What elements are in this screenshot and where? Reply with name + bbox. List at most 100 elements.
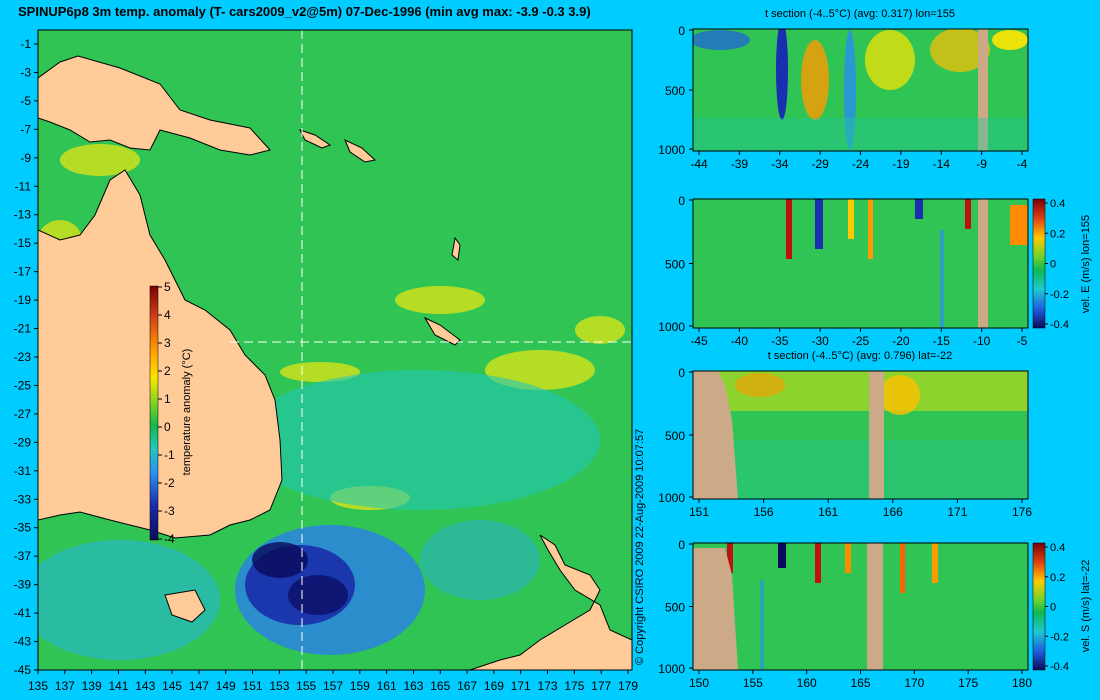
lat-tick-label: -19 [14,293,32,307]
p4-cbar-tick-label: 0 [1050,602,1056,614]
p1-xtick-label: -9 [976,157,987,171]
lat-tick-label: -21 [14,322,32,336]
panel2-side-label: vel. E (m/s) lon=155 [1080,215,1092,313]
p4-xtick-label: 165 [850,676,870,690]
p4-cbar-tick-label: 0.2 [1050,572,1065,584]
lat-tick-label: -3 [20,65,31,79]
p4-xtick-label: 155 [743,676,763,690]
p3-xtick-label: 176 [1012,505,1032,519]
p2-cbar-tick-label: 0.2 [1050,228,1065,240]
p1-xtick-label: -29 [811,157,829,171]
p1-ytick-label: 1000 [658,143,685,157]
lat-tick-label: -29 [14,435,32,449]
p2-xtick-label: -15 [933,334,951,348]
p3-xtick-label: 161 [818,505,838,519]
lon-tick-label: 137 [55,679,75,693]
lon-tick-label: 135 [28,679,48,693]
p2-cbar-tick-label: 0 [1050,259,1056,271]
p2-ytick-label: 500 [665,258,685,272]
new-guinea [38,55,271,156]
p1-ytick-label: 0 [678,24,685,38]
panel4-bathymetry [693,548,738,670]
lat-tick-label: -1 [20,37,31,51]
p1-xtick-label: -44 [690,157,708,171]
new-zealand [469,534,632,670]
lat-tick-label: -17 [14,265,32,279]
lon-tick-label: 165 [430,679,450,693]
lat-tick-label: -39 [14,578,32,592]
panel2-cbticks: 0.4 0.2 0 -0.2 -0.4 [1045,198,1069,331]
vanuatu [451,236,461,261]
lat-tick-label: -31 [14,464,32,478]
colorbar-tick-label: 2 [164,364,171,378]
panel2-plot [693,199,1028,328]
p1-xtick-label: -34 [771,157,789,171]
panel1-title: t section (-4..5°C) (avg: 0.317) lon=155 [765,8,955,20]
map-plot [38,30,632,670]
lon-tick-label: 179 [618,679,638,693]
lat-tick-label: -37 [14,549,32,563]
panel4-colorbar [1032,542,1046,671]
lat-tick-label: -27 [14,407,32,421]
cool-anomaly-patches [38,370,600,660]
panel4-xticks: 150 155 160 165 170 175 180 [689,670,1032,690]
colorbar-tick-label: -4 [164,532,175,546]
solomon-islands [299,129,377,163]
p3-ytick-label: 1000 [658,491,685,505]
colorbar-tick-label: -2 [164,476,175,490]
map-frame [37,29,633,671]
panel2-colorbar [1032,198,1046,329]
p1-ytick-label: 500 [665,84,685,98]
lat-tick-label: -11 [15,179,32,193]
map-lat-ticks: -1 -3 -5 -7 -9 -11 -13 -15 -17 -19 -21 -23 -25 -27 -29… [14,37,38,677]
tasmania [164,589,206,623]
p3-xtick-label: 151 [689,505,709,519]
p3-xtick-label: 171 [947,505,967,519]
colorbar-tick-label: 4 [164,308,171,322]
p4-cbar-tick-label: 0.4 [1050,542,1065,554]
lon-tick-label: 161 [377,679,397,693]
lat-tick-label: -9 [20,151,31,165]
p4-xtick-label: 170 [904,676,924,690]
panel3-plot [693,371,1028,499]
temperature-colorbar [149,285,159,541]
p4-xtick-label: 175 [958,676,978,690]
p4-ytick-label: 1000 [658,662,685,676]
lon-tick-label: 157 [323,679,343,693]
colorbar-tick-label: 5 [164,280,171,294]
lon-tick-label: 145 [162,679,182,693]
p3-ytick-label: 500 [665,429,685,443]
lon-tick-label: 149 [216,679,236,693]
panel4-plot [693,543,1028,670]
p1-xtick-label: -39 [731,157,749,171]
panel3-yticks: 0 500 1000 [658,366,693,505]
lon-tick-label: 175 [564,679,584,693]
p2-xtick-label: -35 [771,334,789,348]
p1-xtick-label: -4 [1017,157,1028,171]
lon-tick-label: 151 [243,679,263,693]
panel2-xticks: -45 -40 -35 -30 -25 -20 -15 -10 -5 [690,328,1028,348]
colorbar-ticks: 5 4 3 2 1 0 -1 -2 -3 -4 [158,280,175,546]
p2-ytick-label: 1000 [658,320,685,334]
lat-tick-label: -7 [20,122,31,136]
lon-tick-label: 139 [82,679,102,693]
p2-xtick-label: -5 [1017,334,1028,348]
colorbar-tick-label: -1 [164,448,175,462]
p4-cbar-tick-label: -0.2 [1050,631,1069,643]
map-lon-ticks: 135 137 139 141 143 145 147 149 151 153 155 157 159 1… [28,670,638,693]
lat-tick-label: -35 [14,521,32,535]
panel1-yticks: 0 500 1000 [658,24,693,157]
lon-tick-label: 147 [189,679,209,693]
p4-xtick-label: 180 [1012,676,1032,690]
panel3-xticks: 151 156 161 166 171 176 [689,499,1032,519]
p3-ytick-label: 0 [678,366,685,380]
p1-xtick-label: -24 [852,157,870,171]
p2-xtick-label: -45 [690,334,708,348]
p1-xtick-label: -19 [892,157,910,171]
lon-tick-label: 167 [457,679,477,693]
lon-tick-label: 141 [108,679,128,693]
lon-tick-label: 143 [135,679,155,693]
lon-tick-label: 171 [511,679,531,693]
p4-xtick-label: 160 [797,676,817,690]
lon-tick-label: 159 [350,679,370,693]
